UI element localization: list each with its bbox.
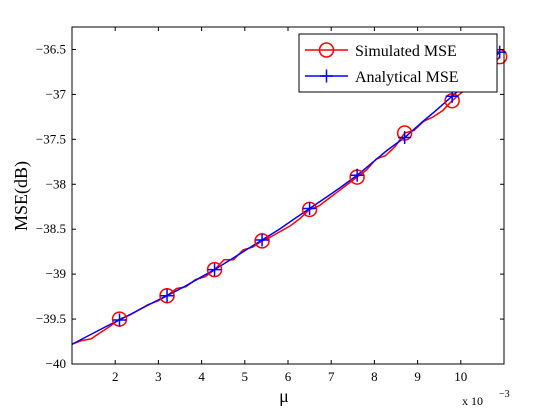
x-tick-label: 7 [328, 369, 335, 384]
x-multiplier-base: x 10 [462, 394, 483, 408]
y-axis-title: MSE(dB) [11, 161, 32, 231]
x-tick-label: 8 [371, 369, 378, 384]
y-tick-label: −39 [46, 266, 66, 281]
marker-analytical [303, 202, 317, 216]
legend-label-analytical: Analytical MSE [355, 69, 459, 86]
x-tick-label: 4 [198, 369, 205, 384]
y-tick-label: −38 [46, 176, 66, 191]
legend-box [298, 33, 498, 93]
x-multiplier: x 10 −3 [462, 389, 510, 408]
x-axis-title: μ [279, 386, 289, 406]
x-tick-label: 5 [242, 369, 249, 384]
legend-label-simulated: Simulated MSE [355, 43, 457, 60]
marker-simulated [206, 261, 223, 278]
y-tick-label: −36.5 [36, 41, 66, 56]
y-tick-label: −37.5 [36, 131, 66, 146]
marker-analytical [255, 233, 269, 247]
y-tick-label: −37 [46, 86, 67, 101]
series-line-analytical-mse [71, 51, 501, 345]
plot-lines [71, 51, 501, 345]
x-tick-label: 6 [285, 369, 292, 384]
marker-analytical [350, 168, 364, 182]
y-tick-label: −38.5 [36, 221, 66, 236]
x-tick-label: 3 [155, 369, 162, 384]
y-tick-label: −40 [46, 356, 66, 371]
plot-markers [111, 45, 508, 327]
marker-analytical [160, 289, 174, 303]
legend: Simulated MSE Analytical MSE [298, 33, 498, 93]
marker-analytical [398, 131, 412, 145]
legend-marker-plus [320, 69, 333, 83]
marker-simulated [159, 287, 175, 304]
series-line-simulated-mse [71, 56, 501, 345]
marker-analytical [208, 263, 222, 277]
legend-marker-circle [318, 42, 335, 58]
x-multiplier-exponent: −3 [499, 389, 510, 400]
marker-analytical [113, 313, 127, 327]
x-tick-label: 10 [454, 369, 467, 384]
x-axis-ticks: 2 3 4 5 6 7 8 9 10 [112, 27, 467, 384]
x-tick-label: 9 [414, 369, 421, 384]
y-axis-ticks: −40 −39.5 −39 −38.5 −38 −37.5 −37 −36.5 [36, 41, 504, 371]
y-tick-label: −39.5 [36, 311, 66, 326]
x-tick-label: 2 [112, 369, 119, 384]
